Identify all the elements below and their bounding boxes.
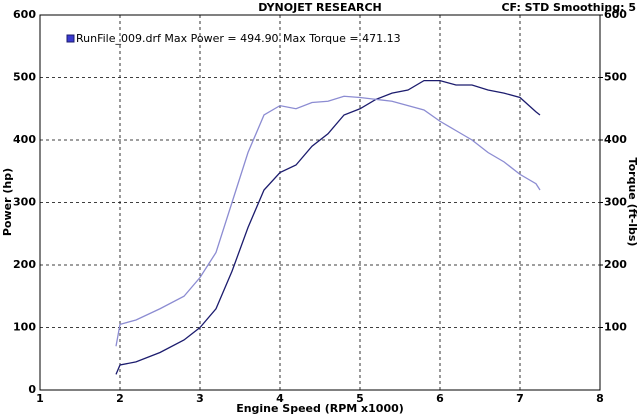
x-tick-label: 6 bbox=[436, 392, 444, 405]
legend-text: RunFile_009.drf Max Power = 494.90 bbox=[76, 32, 279, 45]
x-tick-label: 7 bbox=[516, 392, 524, 405]
x-tick-label: 4 bbox=[276, 392, 284, 405]
x-tick-label: 5 bbox=[356, 392, 364, 405]
y2-tick-label: 300 bbox=[604, 196, 627, 209]
y-tick-label: 400 bbox=[13, 133, 36, 146]
data-line bbox=[115, 79, 541, 375]
x-tick-label: 2 bbox=[116, 392, 124, 405]
y-tick-label: 100 bbox=[13, 321, 36, 334]
y-axis-label: Power (hp) bbox=[1, 168, 14, 236]
x-tick-label: 1 bbox=[36, 392, 44, 405]
y-tick-label: 200 bbox=[13, 258, 36, 271]
y2-axis-label: Torque (ft-lbs) bbox=[626, 158, 639, 247]
x-tick-label: 8 bbox=[596, 392, 604, 405]
legend-swatch bbox=[66, 34, 75, 43]
y2-tick-label: 100 bbox=[604, 321, 627, 334]
chart-title: DYNOJET RESEARCH bbox=[258, 1, 381, 14]
x-axis-label: Engine Speed (RPM x1000) bbox=[236, 402, 404, 415]
plot-frame bbox=[39, 14, 601, 391]
y-tick-label: 0 bbox=[28, 383, 36, 396]
x-tick-label: 3 bbox=[196, 392, 204, 405]
legend-text: Max Torque = 471.13 bbox=[283, 32, 401, 45]
chart-subtitle: CF: STD Smoothing: 5 bbox=[501, 1, 636, 14]
y2-tick-label: 500 bbox=[604, 71, 627, 84]
y-tick-label: 500 bbox=[13, 71, 36, 84]
y2-tick-label: 600 bbox=[604, 8, 627, 21]
data-line bbox=[115, 95, 541, 347]
y-tick-label: 300 bbox=[13, 196, 36, 209]
y-tick-label: 600 bbox=[13, 8, 36, 21]
y2-tick-label: 400 bbox=[604, 133, 627, 146]
y2-tick-label: 200 bbox=[604, 258, 627, 271]
